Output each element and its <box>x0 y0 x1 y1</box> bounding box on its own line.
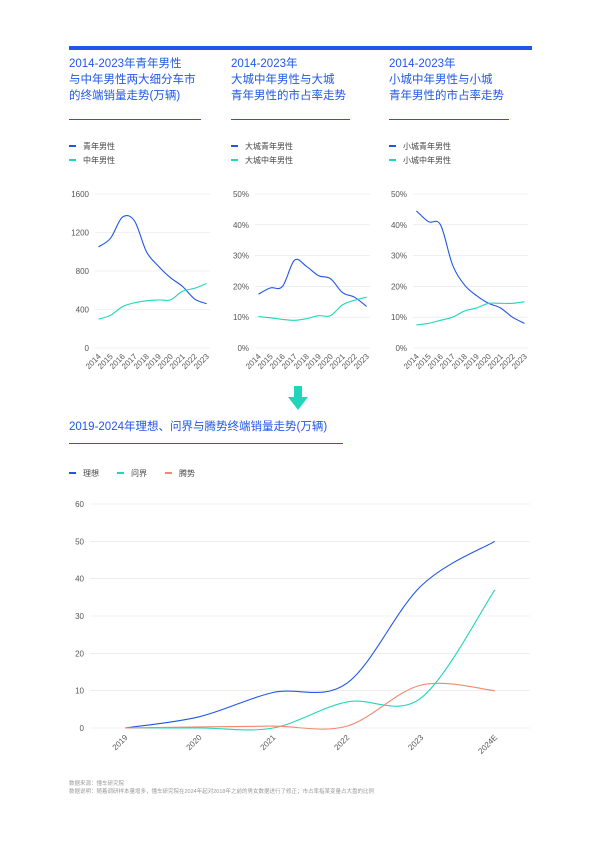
y-tick-label: 50% <box>233 190 249 199</box>
legend-item: 大城青年男性 <box>231 139 293 153</box>
y-tick-label: 0 <box>80 724 85 733</box>
y-tick-label: 20 <box>75 649 84 658</box>
legend-item: 问界 <box>117 466 147 480</box>
top-rule <box>69 46 532 50</box>
legend-swatch <box>117 472 124 474</box>
series-line <box>258 258 367 307</box>
y-tick-label: 50 <box>75 537 84 546</box>
series-line <box>98 214 207 305</box>
legend-swatch <box>165 472 172 474</box>
y-tick-label: 30% <box>233 252 249 261</box>
legend-label: 中年男性 <box>83 155 115 165</box>
legend-label: 大城青年男性 <box>245 141 293 151</box>
legend-label: 大城中年男性 <box>245 155 293 165</box>
panel-title-3: 2014-2023年 小城中年男性与小城 青年男性的市占率走势 <box>389 58 504 102</box>
x-tick-label: 2020 <box>185 733 204 752</box>
legend-label: 理想 <box>83 468 99 478</box>
panel-title-1: 2014-2023年青年男性 与中年男性两大细分车市 的终端销量走势(万辆) <box>69 58 196 102</box>
legend-item: 大城中年男性 <box>231 153 293 167</box>
series-line <box>416 301 525 326</box>
series-line <box>125 589 496 731</box>
legend-item: 小城中年男性 <box>389 153 451 167</box>
y-tick-label: 30% <box>391 252 407 261</box>
y-tick-label: 40 <box>75 575 84 584</box>
panel-legend-1: 青年男性 中年男性 <box>69 139 115 167</box>
legend-item: 中年男性 <box>69 153 115 167</box>
panel-title-rule-3 <box>389 119 509 120</box>
x-tick-label: 2022 <box>332 733 351 752</box>
legend-label: 青年男性 <box>83 141 115 151</box>
panel-legend-3: 小城青年男性 小城中年男性 <box>389 139 451 167</box>
series-line <box>125 540 496 729</box>
legend-label: 小城中年男性 <box>403 155 451 165</box>
y-tick-label: 20% <box>233 282 249 291</box>
panel-title-rule-1 <box>69 119 201 120</box>
legend-item: 小城青年男性 <box>389 139 451 153</box>
legend-label: 小城青年男性 <box>403 141 451 151</box>
series-line <box>125 682 495 730</box>
legend-item: 腾势 <box>165 466 195 480</box>
footnote-note: 数据说明：随着调研样本量增多，懂车研究院在2024年起对2018年之前的男女数据… <box>69 789 374 795</box>
legend-label: 腾势 <box>179 468 195 478</box>
y-tick-label: 40% <box>233 221 249 230</box>
panel-title-2: 2014-2023年 大城中年男性与大城 青年男性的市占率走势 <box>231 58 346 102</box>
legend-swatch <box>389 159 396 161</box>
series-line <box>258 296 367 321</box>
y-tick-label: 60 <box>75 500 84 509</box>
big-chart-legend: 理想 问界 腾势 <box>69 466 195 480</box>
legend-swatch <box>69 472 76 474</box>
series-line <box>416 210 525 324</box>
legend-swatch <box>389 145 396 147</box>
y-tick-label: 50% <box>391 190 407 199</box>
big-chart-title: 2019-2024年理想、问界与腾势终端销量走势(万辆) <box>69 421 328 433</box>
y-tick-label: 20% <box>391 282 407 291</box>
series-line <box>98 282 207 320</box>
legend-item: 青年男性 <box>69 139 115 153</box>
y-tick-label: 400 <box>76 306 90 315</box>
y-tick-label: 10 <box>75 687 84 696</box>
panel-legend-2: 大城青年男性 大城中年男性 <box>231 139 293 167</box>
legend-label: 问界 <box>131 468 147 478</box>
legend-swatch <box>69 159 76 161</box>
y-tick-label: 800 <box>76 267 90 276</box>
x-tick-label: 2023 <box>406 733 425 752</box>
x-tick-label: 2019 <box>111 733 130 752</box>
x-tick-label: 2024E <box>476 733 499 756</box>
y-tick-label: 1600 <box>71 190 89 199</box>
down-arrow-icon <box>288 386 308 410</box>
y-tick-label: 10% <box>391 313 407 322</box>
y-tick-label: 10% <box>233 313 249 322</box>
legend-swatch <box>231 159 238 161</box>
y-tick-label: 40% <box>391 221 407 230</box>
panel-title-rule-2 <box>231 119 350 120</box>
y-tick-label: 0 <box>85 344 90 353</box>
x-tick-label: 2021 <box>259 733 278 752</box>
legend-swatch <box>69 145 76 147</box>
y-tick-label: 1200 <box>71 229 89 238</box>
y-tick-label: 0% <box>395 344 407 353</box>
y-tick-label: 0% <box>237 344 249 353</box>
y-tick-label: 30 <box>75 612 84 621</box>
legend-item: 理想 <box>69 466 99 480</box>
footnote-source: 数据来源：懂车研究院 <box>69 781 125 787</box>
legend-swatch <box>231 145 238 147</box>
big-chart-title-rule <box>69 443 343 444</box>
